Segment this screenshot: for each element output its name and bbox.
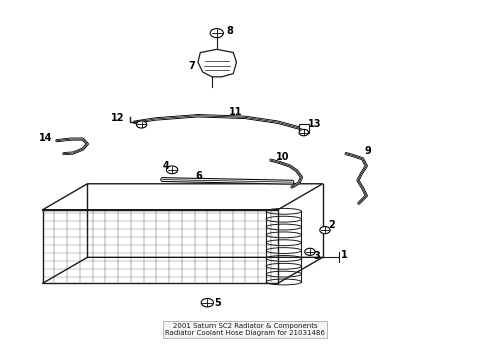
Circle shape [201,298,214,307]
Circle shape [167,166,178,174]
Circle shape [136,121,147,128]
Text: 10: 10 [276,152,290,162]
Text: 9: 9 [365,147,372,156]
Bar [299,123,309,132]
Circle shape [320,226,330,234]
Text: 5: 5 [215,298,221,308]
Text: 11: 11 [228,107,242,117]
Text: 2: 2 [329,220,336,230]
Text: 6: 6 [196,171,202,181]
Text: 12: 12 [111,113,124,123]
Text: 2001 Saturn SC2 Radiator & Components
Radiator Coolant Hose Diagram for 21031486: 2001 Saturn SC2 Radiator & Components Ra… [165,323,325,336]
Circle shape [305,248,315,255]
Text: 4: 4 [163,161,170,171]
Text: 3: 3 [313,251,320,261]
Text: 1: 1 [341,251,347,260]
Text: 8: 8 [226,27,233,36]
Text: 14: 14 [39,133,52,143]
Text: 13: 13 [308,120,321,130]
Circle shape [299,129,309,136]
Text: 7: 7 [189,60,196,71]
Circle shape [210,28,223,38]
